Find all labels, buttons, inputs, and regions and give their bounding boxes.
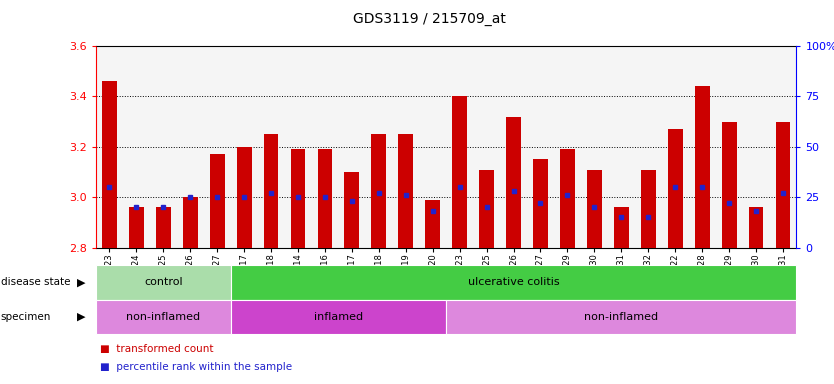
Text: ■  transformed count: ■ transformed count — [100, 344, 214, 354]
Bar — [614, 207, 629, 248]
Bar — [183, 197, 198, 248]
Text: disease state: disease state — [1, 277, 70, 287]
Text: ▶: ▶ — [77, 312, 85, 322]
Bar — [318, 149, 332, 248]
Bar — [560, 149, 575, 248]
Bar — [344, 172, 359, 248]
Bar — [641, 170, 656, 248]
Bar — [446, 300, 796, 334]
Bar — [156, 207, 171, 248]
Bar — [749, 207, 763, 248]
Bar — [231, 265, 796, 300]
Text: non-inflamed: non-inflamed — [126, 312, 200, 322]
Bar — [102, 81, 117, 248]
Bar — [210, 154, 224, 248]
Bar — [452, 96, 467, 248]
Bar — [399, 134, 413, 248]
Bar — [587, 170, 602, 248]
Text: ▶: ▶ — [77, 277, 85, 287]
Text: specimen: specimen — [1, 312, 51, 322]
Bar — [129, 207, 143, 248]
Text: non-inflamed: non-inflamed — [585, 312, 658, 322]
Bar — [425, 200, 440, 248]
Bar — [776, 122, 791, 248]
Bar — [506, 117, 521, 248]
Bar — [480, 170, 494, 248]
Bar — [96, 300, 231, 334]
Text: GDS3119 / 215709_at: GDS3119 / 215709_at — [353, 12, 506, 25]
Bar — [721, 122, 736, 248]
Bar — [264, 134, 279, 248]
Bar — [695, 86, 710, 248]
Bar — [96, 265, 231, 300]
Bar — [371, 134, 386, 248]
Text: control: control — [144, 277, 183, 287]
Text: ulcerative colitis: ulcerative colitis — [468, 277, 560, 287]
Text: ■  percentile rank within the sample: ■ percentile rank within the sample — [100, 362, 292, 372]
Text: inflamed: inflamed — [314, 312, 363, 322]
Bar — [668, 129, 683, 248]
Bar — [533, 159, 548, 248]
Bar — [237, 147, 252, 248]
Bar — [231, 300, 446, 334]
Bar — [290, 149, 305, 248]
